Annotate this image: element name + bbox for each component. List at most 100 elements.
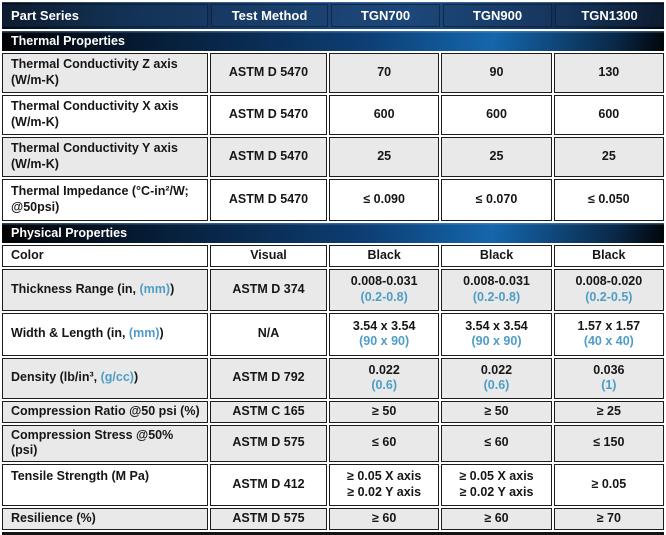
- property-label-cell: Thermal Conductivity Y axis (W/m-K): [2, 137, 208, 177]
- value-cell-tgn1300: ≥ 0.05: [553, 463, 664, 506]
- metric-unit-label: (mm): [128, 326, 160, 341]
- test-method-cell: ASTM D 412: [210, 463, 327, 506]
- test-method-cell: ASTM D 5470: [210, 53, 327, 93]
- value-cell-tgn700: 3.54 x 3.54 (90 x 90): [329, 312, 440, 356]
- test-method-cell: ASTM C 165: [210, 400, 327, 423]
- value-cell-tgn900: 90: [441, 53, 552, 93]
- property-label: Tensile Strength (M Pa): [11, 468, 149, 483]
- test-method-cell: ASTM D 374: [210, 268, 327, 311]
- test-method-cell: ASTM D 5470: [210, 95, 327, 135]
- table-row-resilience: Resilience (%) ASTM D 575 ≥ 60 ≥ 60 ≥ 70: [2, 507, 664, 530]
- value: ≥ 0.05 X axis: [347, 469, 422, 484]
- metric-value: (0.2-0.8): [472, 289, 521, 304]
- test-method: ASTM D 5470: [228, 192, 309, 207]
- value-cell-tgn900: ≤ 0.070: [441, 179, 552, 221]
- value-cell-tgn900: 25: [441, 137, 552, 177]
- metric-value: (0.6): [371, 378, 398, 393]
- value-line2: ≥ 0.02 Y axis: [347, 484, 422, 499]
- metric-value: (90 x 90): [471, 334, 522, 349]
- value-cell-tgn1300: ≤ 0.050: [553, 179, 664, 221]
- test-method-cell: ASTM D 575: [210, 424, 327, 462]
- property-label: Thermal Conductivity X axis (W/m-K): [11, 99, 179, 129]
- value: 0.036: [593, 362, 625, 377]
- table-row-thermal-conductivity-z: Thermal Conductivity Z axis (W/m-K) ASTM…: [2, 53, 664, 93]
- value: 3.54 x 3.54: [465, 318, 528, 333]
- value-cell-tgn1300: 1.57 x 1.57 (40 x 40): [553, 312, 664, 356]
- column-header-tgn700: TGN700: [331, 4, 440, 27]
- column-header-label: TGN700: [360, 8, 411, 23]
- value: ≤ 0.050: [588, 192, 630, 207]
- property-label: Thermal Impedance (°C-in²/W; @50psi): [11, 184, 189, 214]
- value-cell-tgn700: 25: [329, 137, 440, 177]
- property-label: Resilience (%): [11, 510, 96, 525]
- value-cell-tgn700: 70: [329, 53, 440, 93]
- value: 0.022: [480, 362, 513, 377]
- test-method: ASTM D 5470: [228, 107, 309, 122]
- value: 90: [489, 65, 504, 80]
- value-cell-tgn900: ≥ 60: [441, 507, 552, 530]
- property-label: Thermal Conductivity Y axis (W/m-K): [11, 141, 178, 171]
- value: ≥ 50: [484, 403, 509, 418]
- property-label-cell: Compression Stress @50% (psi): [2, 424, 208, 462]
- value-cell-tgn700: 0.008-0.031 (0.2-0.8): [329, 268, 440, 311]
- value-cell-tgn900: Black: [441, 245, 552, 267]
- property-label: Color: [11, 248, 44, 262]
- column-header-test-method: Test Method: [211, 4, 328, 27]
- value: 0.008-0.031: [350, 274, 418, 288]
- value-cell-tgn1300: ≥ 25: [553, 400, 664, 423]
- property-label-cell: Width & Length (in, (mm)): [2, 312, 208, 356]
- test-method: ASTM D 575: [232, 435, 305, 450]
- value: 130: [598, 65, 620, 80]
- column-header-tgn900: TGN900: [443, 4, 552, 27]
- table-row-width-length: Width & Length (in, (mm)) N/A 3.54 x 3.5…: [2, 312, 664, 356]
- value: 0.008-0.020: [575, 274, 643, 288]
- value-cell-tgn900: ≥ 50: [441, 400, 552, 423]
- value-cell-tgn900: 600: [441, 95, 552, 135]
- property-label: Width & Length (in, (mm)): [11, 326, 164, 341]
- value: ≥ 25: [596, 403, 621, 418]
- value: ≥ 0.05 X axis: [459, 469, 534, 484]
- property-label-cell: Color: [2, 245, 208, 267]
- test-method-cell: ASTM D 792: [210, 357, 327, 399]
- table-row-thermal-impedance: Thermal Impedance (°C-in²/W; @50psi) AST…: [2, 179, 664, 221]
- value-cell-tgn900: 0.022 (0.6): [441, 357, 552, 399]
- value: ≤ 60: [372, 435, 397, 450]
- value-cell-tgn700: ≤ 60: [329, 424, 440, 462]
- test-method-cell: ASTM D 5470: [210, 179, 327, 221]
- value: ≤ 0.090: [363, 192, 405, 207]
- table-row-compression-ratio: Compression Ratio @50 psi (%) ASTM C 165…: [2, 400, 664, 423]
- property-label-cell: Compression Ratio @50 psi (%): [2, 400, 208, 423]
- value-cell-tgn900: 0.008-0.031 (0.2-0.8): [441, 268, 552, 311]
- column-header-label: Part Series: [11, 8, 79, 23]
- table-row-thermal-conductivity-x: Thermal Conductivity X axis (W/m-K) ASTM…: [2, 95, 664, 135]
- section-header-physical-properties: Physical Properties: [2, 223, 664, 243]
- value: 0.008-0.031: [463, 274, 530, 288]
- metric-value: (0.2-0.8): [360, 289, 408, 304]
- metric-value: (40 x 40): [583, 334, 634, 349]
- test-method: ASTM D 575: [232, 510, 305, 525]
- table-row-thickness-range: Thickness Range (in, (mm)) ASTM D 374 0.…: [2, 268, 664, 311]
- metric-unit-label: (mm): [139, 281, 171, 296]
- value: ≤ 150: [593, 435, 625, 450]
- test-method-cell: ASTM D 5470: [210, 137, 327, 177]
- value: 25: [377, 149, 392, 164]
- section-header-thermal-properties: Thermal Properties: [2, 31, 664, 51]
- value-cell-tgn900: 3.54 x 3.54 (90 x 90): [441, 312, 552, 356]
- property-label-cell: Density (lb/in³, (g/cc)): [2, 357, 208, 399]
- value: 1.57 x 1.57: [577, 318, 641, 333]
- value: 600: [373, 107, 395, 122]
- test-method: ASTM C 165: [232, 403, 305, 418]
- value-cell-tgn1300: 0.008-0.020 (0.2-0.5): [553, 268, 664, 311]
- property-label-cell: Tensile Strength (M Pa): [2, 463, 208, 506]
- metric-value: (0.2-0.5): [585, 289, 633, 304]
- test-method-cell: Visual: [210, 245, 327, 267]
- value: ≥ 70: [596, 510, 621, 525]
- property-label: Thickness Range (in, (mm)): [11, 281, 175, 296]
- value: 0.022: [368, 362, 400, 377]
- metric-unit-label: (g/cc): [100, 370, 134, 385]
- value-cell-tgn1300: ≥ 70: [553, 507, 664, 530]
- value-cell-tgn700: ≥ 0.05 X axis ≥ 0.02 Y axis: [329, 463, 440, 506]
- property-label-cell: Resilience (%): [2, 507, 208, 530]
- table-row-color: Color Visual Black Black Black: [2, 245, 664, 267]
- column-header-label: Test Method: [231, 8, 308, 23]
